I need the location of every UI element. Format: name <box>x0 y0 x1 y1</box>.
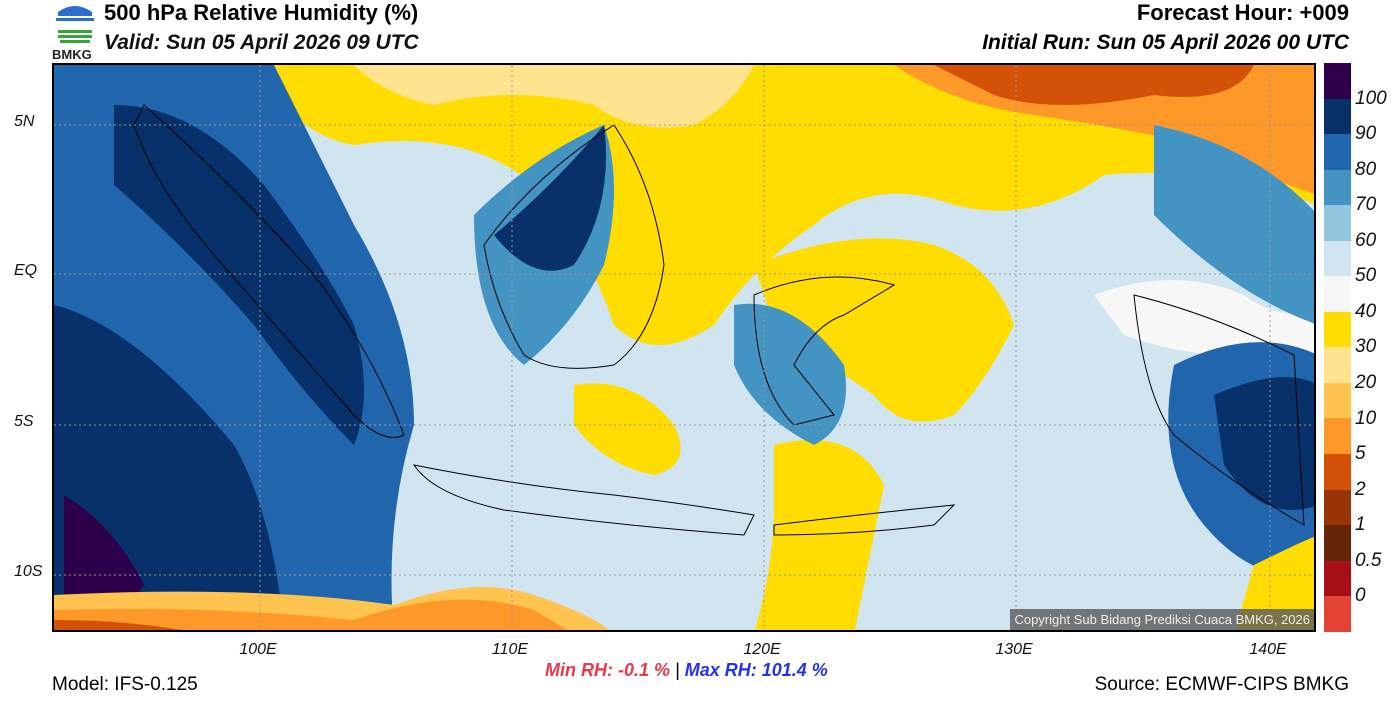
lon-label: 100E <box>239 641 277 658</box>
colorbar-label: 0 <box>1355 585 1366 607</box>
colorbar-label: 1 <box>1355 514 1366 536</box>
colorbar-label: 70 <box>1355 194 1377 216</box>
max-rh: Max RH: 101.4 % <box>684 660 828 680</box>
colorbar-swatch <box>1324 169 1351 206</box>
lon-label: 110E <box>491 641 529 658</box>
colorbar-swatch <box>1324 205 1351 241</box>
colorbar-label: 40 <box>1355 300 1377 322</box>
lat-label: EQ <box>14 262 38 279</box>
min-rh: Min RH: -0.1 % <box>545 660 671 680</box>
colorbar-swatch <box>1324 525 1351 561</box>
lat-label: 5N <box>14 113 35 130</box>
colorbar-label: 60 <box>1355 229 1377 251</box>
colorbar-label: 2 <box>1355 478 1366 500</box>
colorbar-label: 20 <box>1355 372 1377 394</box>
colorbar-swatch <box>1324 63 1351 99</box>
colorbar-swatch <box>1324 489 1351 526</box>
colorbar-label: 5 <box>1355 443 1366 465</box>
colorbar-swatch <box>1324 98 1351 135</box>
colorbar-label: 80 <box>1355 158 1377 180</box>
humidity-map <box>52 63 1316 632</box>
colorbar-label: 50 <box>1355 265 1377 287</box>
colorbar-swatch <box>1324 134 1351 170</box>
colorbar-swatch <box>1324 454 1351 490</box>
bmkg-logo: BMKG <box>52 2 98 62</box>
lon-label: 120E <box>743 641 781 658</box>
colorbar-label: 90 <box>1355 123 1377 145</box>
copyright-notice: Copyright Sub Bidang Prediksi Cuaca BMKG… <box>1010 609 1314 630</box>
colorbar <box>1324 63 1351 632</box>
separator: | <box>675 660 680 680</box>
valid-time: Valid: Sun 05 April 2026 09 UTC <box>104 31 419 54</box>
colorbar-swatch <box>1324 240 1351 277</box>
lat-label: 10S <box>14 563 43 580</box>
svg-text:BMKG: BMKG <box>52 47 92 60</box>
colorbar-swatch <box>1324 596 1351 632</box>
chart-title: 500 hPa Relative Humidity (%) <box>104 0 419 25</box>
model-label: Model: IFS-0.125 <box>52 674 198 695</box>
colorbar-swatch <box>1324 382 1351 419</box>
colorbar-swatch <box>1324 311 1351 348</box>
lat-label: 5S <box>14 413 34 430</box>
initial-run: Initial Run: Sun 05 April 2026 00 UTC <box>982 31 1349 54</box>
colorbar-swatch <box>1324 560 1351 597</box>
colorbar-swatch <box>1324 276 1351 312</box>
colorbar-swatch <box>1324 418 1351 455</box>
colorbar-label: 100 <box>1355 87 1387 109</box>
lon-label: 130E <box>995 641 1033 658</box>
rh-stats: Min RH: -0.1 % | Max RH: 101.4 % <box>545 660 828 681</box>
source-label: Source: ECMWF-CIPS BMKG <box>1094 674 1349 695</box>
colorbar-label: 30 <box>1355 336 1377 358</box>
colorbar-swatch <box>1324 347 1351 383</box>
colorbar-label: 0.5 <box>1355 549 1382 571</box>
colorbar-label: 10 <box>1355 407 1377 429</box>
lon-label: 140E <box>1249 641 1287 658</box>
forecast-hour: Forecast Hour: +009 <box>1136 0 1349 25</box>
